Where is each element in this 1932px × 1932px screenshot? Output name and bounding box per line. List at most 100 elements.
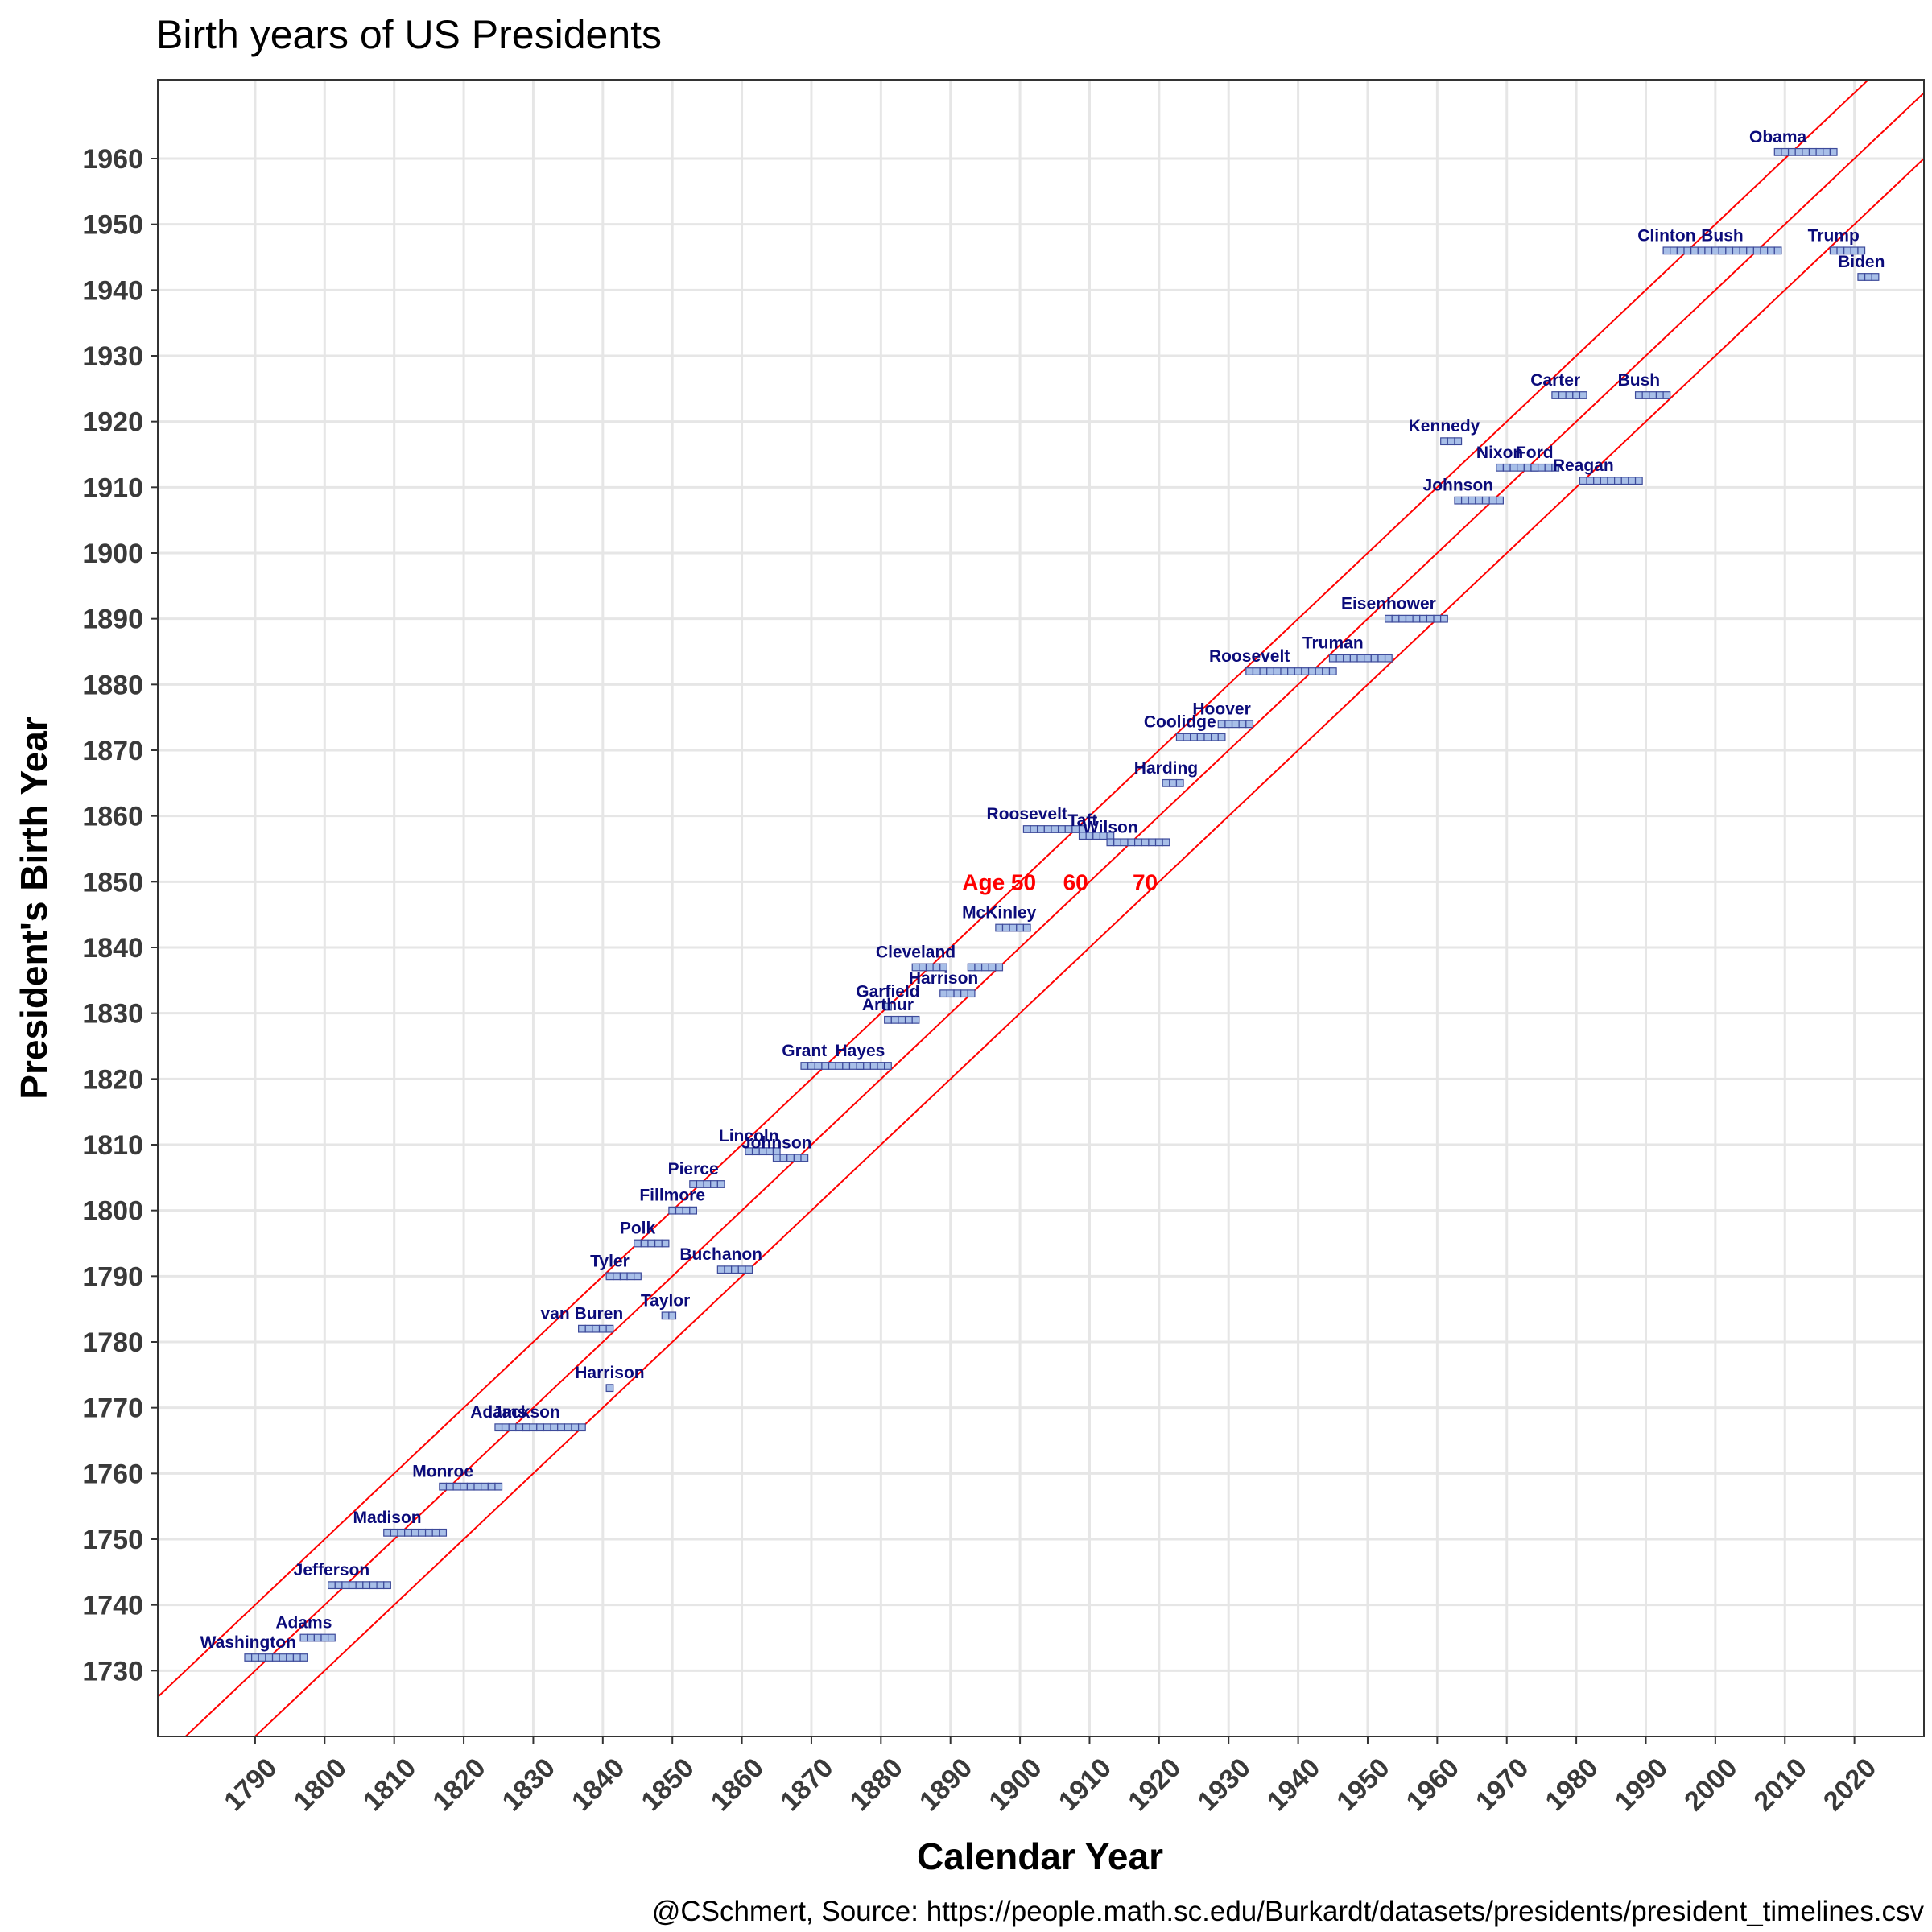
term-year-point [355, 1581, 364, 1590]
term-year-point [1662, 246, 1671, 255]
y-axis: 1730 1740 1750 1760 1770 1780 1790 1800 1810 1820… [82, 144, 158, 1686]
term-year-point [1120, 838, 1129, 847]
president-label: Fillmore [639, 1187, 705, 1205]
term-year-point [960, 989, 968, 998]
term-year-point [1377, 654, 1386, 663]
y-tick-label: 1840 [82, 933, 143, 964]
term-year-point [731, 1265, 739, 1274]
term-year-point [1307, 667, 1316, 675]
term-year-point [1224, 720, 1233, 729]
term-year-point [1649, 391, 1657, 399]
president-label: Jefferson [294, 1561, 370, 1579]
term-year-point [1823, 147, 1831, 156]
term-year-point [869, 1062, 878, 1070]
term-year-point [320, 1633, 329, 1642]
term-year-point [605, 1384, 614, 1393]
term-year-point [460, 1482, 468, 1491]
term-year-point [1252, 667, 1261, 675]
term-year-point [1739, 246, 1748, 255]
term-year-point [1051, 825, 1059, 833]
term-year-point [800, 1062, 809, 1070]
term-year-point [1481, 496, 1490, 505]
term-year-point [1030, 825, 1038, 833]
term-year-point [411, 1528, 419, 1537]
term-year-point [1175, 778, 1184, 787]
term-year-point [1217, 720, 1226, 729]
term-year-point [1454, 437, 1463, 446]
term-year-point [1106, 838, 1115, 847]
x-tick-label: 1810 [357, 1752, 422, 1817]
term-year-point [1711, 246, 1719, 255]
y-tick-label: 1930 [82, 341, 143, 372]
term-year-point [473, 1482, 482, 1491]
x-tick-label: 1910 [1053, 1752, 1117, 1817]
term-year-point [571, 1423, 580, 1432]
term-year-point [1259, 667, 1268, 675]
term-year-point [1579, 477, 1587, 485]
president-label: Eisenhower [1341, 595, 1436, 613]
term-year-point [578, 1423, 586, 1432]
term-year-point [605, 1272, 614, 1281]
term-year-point [995, 963, 1004, 972]
y-tick-label: 1830 [82, 999, 143, 1030]
x-tick-label: 2010 [1748, 1752, 1813, 1817]
term-year-point [668, 1311, 677, 1320]
term-year-point [1787, 147, 1796, 156]
term-year-point [1016, 923, 1024, 932]
term-year-point [341, 1581, 350, 1590]
x-tick-label: 2020 [1818, 1752, 1882, 1817]
term-year-point [1565, 391, 1574, 399]
term-year-point [1154, 838, 1163, 847]
term-year-point [452, 1482, 461, 1491]
term-year-point [1280, 667, 1289, 675]
y-tick-label: 1960 [82, 144, 143, 175]
president-label: Harrison [575, 1364, 644, 1382]
y-tick-label: 1800 [82, 1196, 143, 1227]
term-year-point [445, 1482, 454, 1491]
term-year-point [613, 1272, 621, 1281]
term-year-point [1600, 477, 1608, 485]
term-year-point [466, 1482, 475, 1491]
presidential-terms [244, 147, 1880, 1662]
term-year-point [1634, 477, 1643, 485]
president-label: Taylor [641, 1291, 690, 1310]
term-year-point [1037, 825, 1045, 833]
term-year-point [1725, 246, 1734, 255]
term-year-point [745, 1265, 753, 1274]
president-label: Reagan [1553, 456, 1614, 475]
term-year-point [1781, 147, 1790, 156]
term-year-point [1440, 437, 1448, 446]
term-year-point [404, 1528, 412, 1537]
term-year-point [1864, 273, 1872, 281]
term-year-point [522, 1423, 530, 1432]
term-year-point [1169, 778, 1178, 787]
term-year-point [1704, 246, 1713, 255]
y-tick-label: 1870 [82, 736, 143, 766]
term-year-point [800, 1154, 809, 1162]
term-year-point [1760, 246, 1769, 255]
term-year-point [578, 1324, 586, 1333]
term-year-point [515, 1423, 524, 1432]
x-tick-label: 1880 [844, 1752, 909, 1817]
term-year-point [383, 1581, 391, 1590]
term-year-point [1767, 246, 1775, 255]
x-tick-label: 1950 [1331, 1752, 1395, 1817]
president-label: Johnson [741, 1133, 812, 1152]
term-year-point [1183, 733, 1191, 741]
y-axis-title: President's Birth Year [13, 716, 55, 1100]
age-label-60: 60 [1063, 869, 1088, 894]
president-label: Kennedy [1409, 417, 1480, 436]
term-year-point [1815, 147, 1824, 156]
term-year-point [1301, 667, 1310, 675]
term-year-point [1752, 246, 1761, 255]
term-year-point [439, 1482, 448, 1491]
term-year-point [1009, 923, 1018, 932]
age-label-70: 70 [1133, 869, 1158, 894]
president-label: Bush [1618, 371, 1661, 390]
president-label: van Buren [541, 1305, 624, 1323]
president-label: Nixon [1476, 444, 1523, 462]
term-year-point [911, 1015, 920, 1024]
term-year-point [995, 923, 1004, 932]
x-axis-title: Calendar Year [917, 1835, 1163, 1877]
x-tick-label: 1800 [288, 1752, 353, 1817]
